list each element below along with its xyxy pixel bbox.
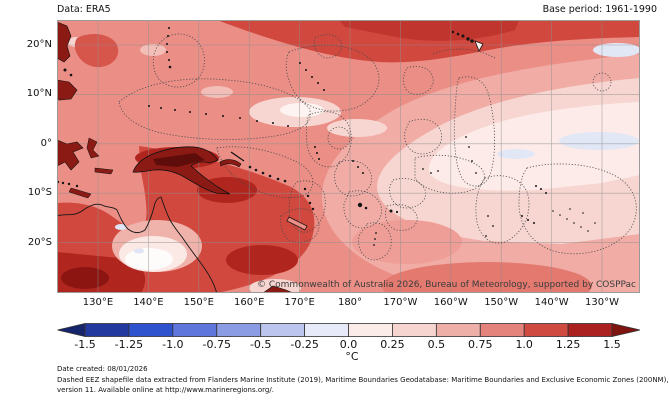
landmasses (57, 21, 596, 293)
sulawesi-landmass (57, 139, 84, 171)
colorbar-segment (216, 323, 262, 337)
attribution-line-2: version 11. Available online at http://w… (57, 386, 274, 394)
colorbar-tick-label: -1.5 (74, 338, 96, 351)
cool-anomaly-patch (593, 43, 640, 57)
colorbar-segment (348, 323, 393, 337)
colorbar-tick-label: 0.0 (339, 338, 358, 351)
map-copyright: © Commonwealth of Australia 2026, Bureau… (257, 280, 636, 290)
australia-coastline (57, 196, 218, 293)
colorbar-segment (260, 323, 305, 337)
eez-boundaries (118, 33, 637, 261)
timor-landmass (68, 187, 92, 199)
lat-tick-label: 20°N (26, 39, 52, 50)
colorbar (57, 322, 641, 338)
new-caledonia-landmass (286, 216, 308, 231)
colorbar-tick-label: 1.0 (515, 338, 533, 351)
colorbar-segment (392, 323, 437, 337)
footer: Date created: 08/01/2026 Dashed EEZ shap… (57, 364, 669, 396)
mindanao-landmass (57, 79, 78, 101)
colorbar-tick-label: -1.25 (114, 338, 144, 351)
lon-tick-label: 140°W (534, 297, 569, 308)
colorbar-canvas (57, 322, 641, 338)
colorbar-segment (435, 323, 481, 337)
lon-tick-label: 180° (337, 297, 363, 308)
lat-tick-label: 20°S (27, 236, 52, 248)
lon-tick-label: 170°E (284, 297, 315, 308)
colorbar-tick-label: 0.25 (380, 338, 405, 351)
data-source-label: Data: ERA5 (57, 4, 111, 15)
luzon-landmass (57, 21, 72, 63)
colorbar-tick-label: -0.25 (290, 338, 319, 351)
date-created-label: Date created: 08/01/2026 (57, 365, 148, 373)
lon-tick-label: 150°E (183, 297, 214, 308)
island-specks (57, 27, 596, 246)
colorbar-tick-label: -1.0 (162, 338, 184, 351)
lon-tick-label: 160°W (433, 297, 468, 308)
hawaii-big-island (474, 40, 484, 52)
warm-band-north (217, 20, 640, 63)
colorbar-tick-label: 0.75 (468, 338, 493, 351)
colorbar-unit-label: °C (345, 350, 359, 363)
colorbar-segment (523, 323, 569, 337)
attribution-line-1: Dashed EEZ shapefile data extracted from… (57, 375, 669, 384)
base-period-label: Base period: 1961-1990 (542, 4, 657, 15)
colorbar-segment (128, 323, 174, 337)
lon-tick-label: 130°E (82, 297, 114, 308)
colorbar-tick-label: 1.5 (603, 338, 621, 351)
lon-tick-label: 130°W (585, 297, 619, 308)
lon-tick-label: 160°E (233, 297, 265, 308)
colorbar-tick-label: 1.25 (555, 338, 581, 351)
map-panel: © Commonwealth of Australia 2026, Bureau… (57, 20, 640, 293)
colorbar-arrow-left (57, 322, 86, 338)
colorbar-segment (479, 323, 525, 337)
lat-tick-label: 10°N (26, 88, 52, 100)
anomaly-map-canvas (57, 20, 640, 293)
lon-tick-label: 140°E (133, 297, 164, 308)
colorbar-tick-label: -0.5 (249, 338, 272, 351)
map-frame (57, 20, 640, 293)
colorbar-tick-label: -0.75 (202, 338, 231, 351)
colorbar-segment (304, 323, 349, 337)
lon-tick-label: 150°W (484, 297, 519, 308)
lat-tick-label: 0° (40, 137, 52, 149)
new-britain (219, 159, 242, 168)
lat-tick-label: 10°S (27, 187, 52, 199)
new-zealand-tip (262, 285, 294, 293)
colorbar-arrow-right (611, 322, 641, 338)
colorbar-segment (172, 323, 218, 337)
colorbar-tick-label: 0.5 (427, 338, 446, 351)
lon-tick-label: 170°W (383, 297, 418, 308)
colorbar-segment (567, 323, 613, 337)
colorbar-segment (84, 323, 130, 337)
